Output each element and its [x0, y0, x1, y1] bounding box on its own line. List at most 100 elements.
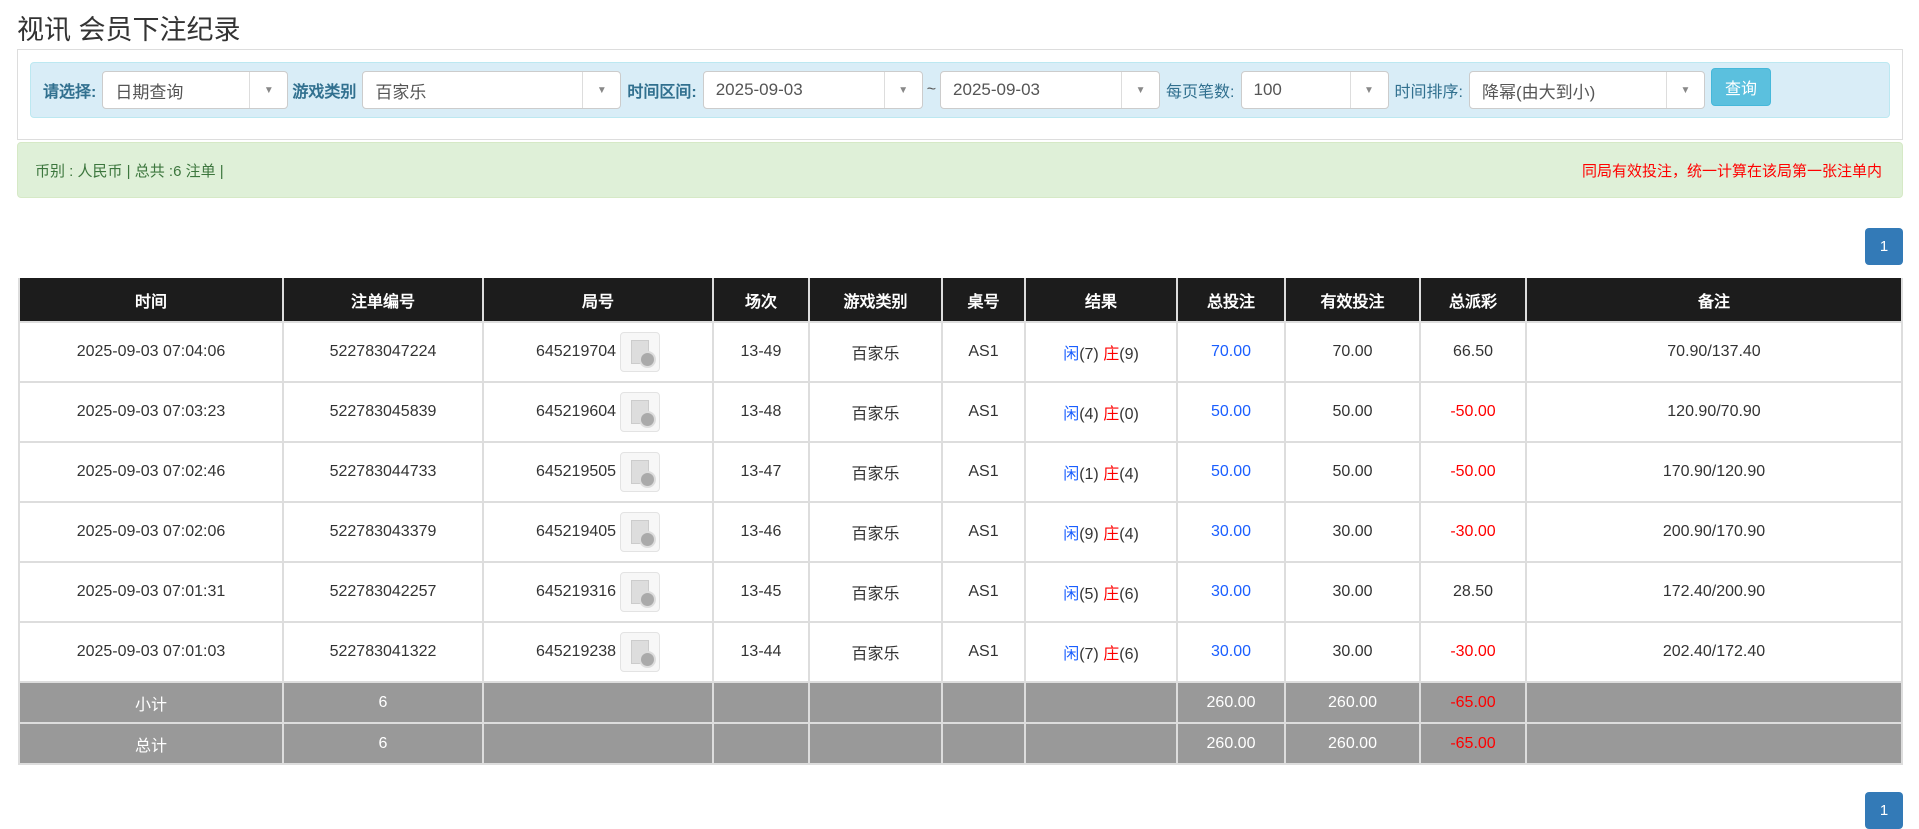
cell-valid-bet: 50.00 [1284, 441, 1421, 503]
column-header: 备注 [1525, 278, 1903, 323]
start-date-select[interactable]: 2025-09-03 ▼ [702, 71, 923, 109]
column-header: 总派彩 [1419, 278, 1527, 323]
cell-table: AS1 [941, 321, 1026, 383]
cell-time: 2025-09-03 07:02:06 [18, 501, 284, 563]
sum-count: 6 [378, 693, 388, 711]
end-date-select[interactable]: 2025-09-03 ▼ [940, 71, 1161, 109]
cell-total-bet: 30.00 [1176, 621, 1286, 683]
round-value: 645219604 [535, 403, 617, 421]
banker-label: 庄 [1103, 586, 1120, 603]
video-replay-icon[interactable] [620, 572, 661, 612]
table-row: 2025-09-03 07:01:31 522783042257 645219316… [18, 561, 1903, 623]
cell-time: 2025-09-03 07:01:31 [18, 561, 284, 623]
note-value: 202.40/172.40 [1662, 643, 1766, 660]
total-bet-value: 30.00 [1210, 643, 1252, 660]
table-value: AS1 [968, 463, 999, 480]
column-header: 桌号 [941, 278, 1026, 323]
chevron-down-icon: ▼ [249, 72, 287, 108]
table-value: AS1 [968, 343, 999, 360]
cell-game: 百家乐 [808, 621, 943, 683]
payout-value: 66.50 [1452, 343, 1494, 360]
table-row: 2025-09-03 07:02:06 522783043379 645219405… [18, 501, 1903, 563]
round-value: 645219238 [535, 643, 617, 661]
cell-shoe: 13-45 [712, 561, 810, 623]
banker-score: (4) [1119, 466, 1139, 483]
table-row: 2025-09-03 07:01:03 522783041322 645219238… [18, 621, 1903, 683]
valid-bet-value: 70.00 [1332, 343, 1373, 360]
sum-label: 总计 [134, 737, 167, 755]
summary-alert: 币别 : 人民币 | 总共 :6 注单 | 同局有效投注，统一计算在该局第一张注… [17, 142, 1903, 198]
per-page-select[interactable]: 100 ▼ [1240, 71, 1389, 109]
bet-number-value: 522783044733 [329, 463, 437, 480]
cell-empty [482, 722, 714, 765]
bet-number-value: 522783041322 [329, 643, 437, 660]
sort-label: 时间排序: [1394, 84, 1463, 101]
cell-round: 645219316 [482, 561, 714, 623]
table-row: 2025-09-03 07:04:06 522783047224 645219704… [18, 321, 1903, 383]
cell-game: 百家乐 [808, 561, 943, 623]
game-value: 百家乐 [851, 346, 900, 363]
note-value: 70.90/137.40 [1667, 343, 1761, 360]
time-value: 2025-09-03 07:01:03 [76, 643, 226, 660]
total-bet-value: 30.00 [1210, 523, 1252, 540]
sum-count: 6 [378, 734, 388, 752]
cell-payout: -30.00 [1419, 621, 1527, 683]
valid-bet-value: 30.00 [1332, 523, 1373, 540]
cell-total-bet: 260.00 [1176, 681, 1286, 724]
shoe-value: 13-47 [740, 463, 782, 480]
cell-payout: -65.00 [1419, 681, 1527, 724]
player-score: (7) [1079, 646, 1099, 663]
table-value: AS1 [968, 643, 999, 660]
filter-bar: 请选择: 日期查询 ▼ 游戏类别 百家乐 ▼ 时间区间: 2025-09-03 ▼ ~… [30, 62, 1890, 118]
cell-total-bet: 30.00 [1176, 561, 1286, 623]
game-value: 百家乐 [851, 466, 900, 483]
pagination-page-top[interactable]: 1 [1865, 228, 1903, 265]
video-replay-icon[interactable] [620, 632, 661, 672]
payout-value: 28.50 [1452, 583, 1494, 600]
cell-round: 645219505 [482, 441, 714, 503]
column-header: 时间 [18, 278, 284, 323]
time-value: 2025-09-03 07:04:06 [76, 343, 226, 360]
cell-label: 小计 [18, 681, 284, 724]
cell-count: 6 [282, 722, 484, 765]
game-value: 百家乐 [851, 646, 900, 663]
sort-select[interactable]: 降幂(由大到小) ▼ [1468, 71, 1705, 109]
video-replay-icon[interactable] [620, 332, 661, 372]
query-type-select[interactable]: 日期查询 ▼ [102, 71, 289, 109]
table-value: AS1 [968, 523, 999, 540]
game-label: 游戏类别 [292, 84, 357, 101]
video-replay-icon[interactable] [620, 392, 661, 432]
cell-count: 6 [282, 681, 484, 724]
select-label: 请选择: [43, 84, 97, 101]
pagination-page-bottom[interactable]: 1 [1865, 792, 1903, 829]
cell-note [1525, 681, 1903, 724]
game-type-select[interactable]: 百家乐 ▼ [362, 71, 622, 109]
cell-empty [712, 681, 810, 724]
cell-round: 645219405 [482, 501, 714, 563]
cell-total-bet: 260.00 [1176, 722, 1286, 765]
cell-valid-bet: 30.00 [1284, 561, 1421, 623]
player-label: 闲 [1063, 346, 1080, 363]
bet-number-value: 522783042257 [329, 583, 437, 600]
video-replay-icon[interactable] [620, 452, 661, 492]
sum-payout: -65.00 [1450, 693, 1496, 711]
player-score: (1) [1079, 466, 1099, 483]
cell-empty [941, 681, 1026, 724]
valid-bet-value: 50.00 [1332, 403, 1373, 420]
table-header-row: 时间 注单编号 局号 场次 游戏类别 桌号 结果 总投注 有效投注 总派彩 备注 [18, 278, 1903, 323]
chevron-down-icon: ▼ [582, 72, 620, 108]
banker-label: 庄 [1103, 406, 1120, 423]
table-value: AS1 [968, 583, 999, 600]
table-row: 2025-09-03 07:02:46 522783044733 645219505… [18, 441, 1903, 503]
cell-note: 70.90/137.40 [1525, 321, 1903, 383]
time-value: 2025-09-03 07:02:46 [76, 463, 226, 480]
shoe-value: 13-44 [740, 643, 782, 660]
video-replay-icon[interactable] [620, 512, 661, 552]
cell-empty [712, 722, 810, 765]
shoe-value: 13-48 [740, 403, 782, 420]
query-button[interactable]: 查询 [1710, 68, 1771, 106]
column-header: 结果 [1024, 278, 1178, 323]
table-value: AS1 [968, 403, 999, 420]
player-label: 闲 [1063, 406, 1080, 423]
sum-total-bet: 260.00 [1206, 693, 1256, 711]
